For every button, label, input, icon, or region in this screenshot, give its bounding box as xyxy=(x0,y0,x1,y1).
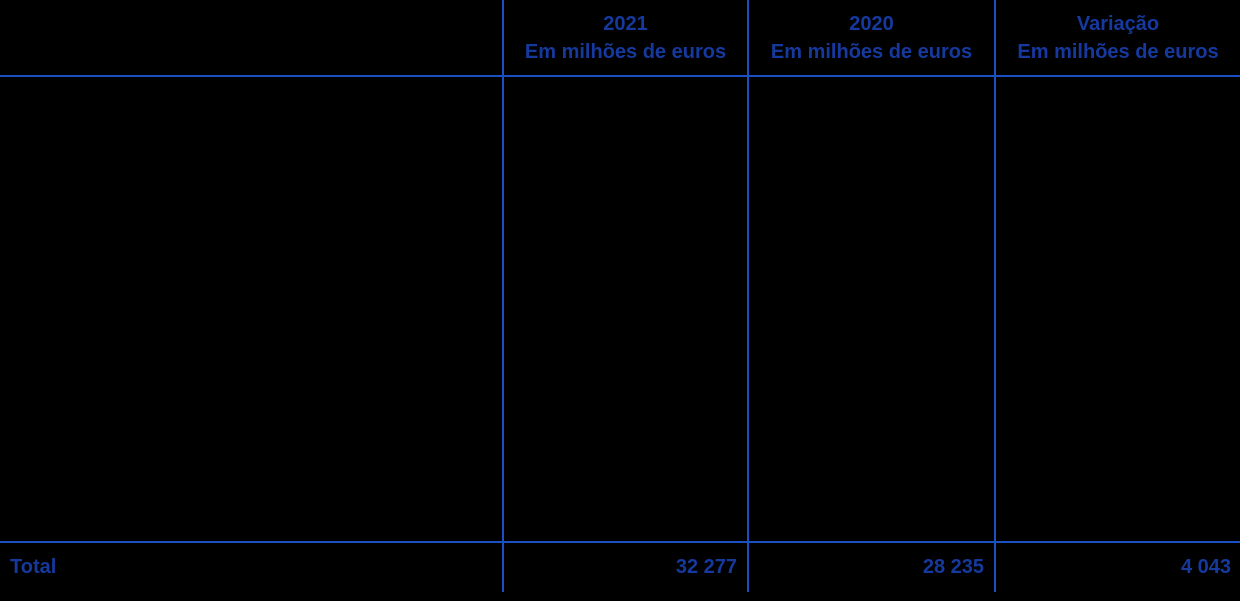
column-unit: Em milhões de euros xyxy=(524,41,727,63)
total-value-2020: 28 235 xyxy=(922,556,984,578)
column-title: 2020 xyxy=(849,13,894,35)
column-title: Variação xyxy=(1076,13,1160,35)
column-title: 2021 xyxy=(603,13,648,35)
total-value-2021: 32 277 xyxy=(675,556,737,578)
column-header-2020: 2020 Em milhões de euros xyxy=(749,10,994,66)
column-divider-line-2 xyxy=(747,0,749,592)
column-unit: Em milhões de euros xyxy=(1017,41,1219,63)
total-value-variacao: 4 043 xyxy=(1180,556,1231,578)
total-row-label: Total xyxy=(10,556,57,578)
column-divider-line-1 xyxy=(502,0,504,592)
column-divider-line-3 xyxy=(994,0,996,592)
column-header-variacao: Variação Em milhões de euros xyxy=(996,10,1240,66)
header-divider-line xyxy=(0,75,1240,77)
total-divider-line xyxy=(0,541,1240,543)
column-unit: Em milhões de euros xyxy=(770,41,973,63)
column-header-2021: 2021 Em milhões de euros xyxy=(504,10,747,66)
